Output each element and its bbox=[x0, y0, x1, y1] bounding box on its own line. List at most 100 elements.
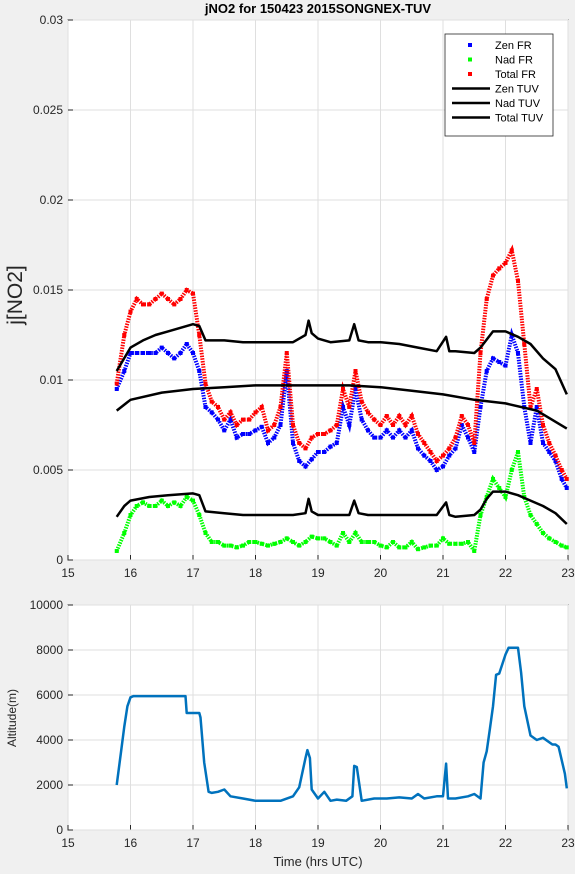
y-tick-label: 10000 bbox=[30, 598, 64, 612]
data-point bbox=[259, 424, 264, 429]
y-tick-label: 8000 bbox=[36, 643, 63, 657]
data-point bbox=[191, 351, 195, 355]
jno2-series bbox=[114, 244, 569, 557]
data-point bbox=[503, 363, 508, 368]
data-point bbox=[397, 545, 402, 550]
y-tick-label: 2000 bbox=[36, 778, 63, 792]
altitude-x-axis-label: Time (hrs UTC) bbox=[273, 854, 362, 869]
data-point bbox=[528, 513, 533, 517]
data-point bbox=[466, 423, 470, 427]
data-point bbox=[309, 534, 314, 539]
legend-entry: Zen TUV bbox=[452, 84, 539, 96]
data-point bbox=[134, 351, 139, 355]
data-point bbox=[391, 435, 395, 440]
data-point bbox=[459, 423, 464, 427]
jno2-chart-title: jNO2 for 150423 2015SONGNEX-TUV bbox=[204, 1, 431, 16]
x-tick-label: 20 bbox=[374, 836, 388, 850]
series-points-trace bbox=[114, 244, 569, 480]
data-point bbox=[347, 540, 352, 544]
data-point bbox=[197, 369, 202, 373]
x-tick-label: 15 bbox=[61, 836, 75, 850]
data-point bbox=[553, 453, 558, 458]
y-tick-label: 0.015 bbox=[33, 283, 63, 297]
data-point bbox=[384, 414, 389, 418]
data-point bbox=[516, 279, 520, 283]
x-tick-label: 15 bbox=[61, 566, 75, 580]
x-tick-label: 17 bbox=[186, 566, 200, 580]
data-point bbox=[147, 302, 152, 307]
data-point bbox=[359, 399, 364, 404]
y-tick-label: 4000 bbox=[36, 733, 63, 747]
data-point bbox=[478, 405, 483, 409]
y-tick-label: 0.02 bbox=[40, 193, 64, 207]
y-tick-label: 0.01 bbox=[40, 373, 64, 387]
data-point bbox=[509, 468, 514, 472]
data-point bbox=[334, 423, 339, 427]
series-total-fr-points bbox=[114, 244, 569, 481]
y-tick-label: 6000 bbox=[36, 688, 63, 702]
data-point bbox=[309, 457, 314, 462]
legend-marker bbox=[468, 43, 472, 47]
data-point bbox=[372, 540, 377, 544]
legend-label: Nad TUV bbox=[495, 98, 541, 110]
data-point bbox=[184, 342, 189, 346]
jno2-grid bbox=[67, 19, 569, 561]
data-point bbox=[166, 297, 170, 301]
x-tick-label: 19 bbox=[311, 836, 325, 850]
legend-entry: Zen FR bbox=[468, 40, 532, 52]
data-point bbox=[391, 423, 395, 427]
altitude-series bbox=[115, 646, 569, 803]
data-point bbox=[222, 428, 227, 433]
data-point bbox=[541, 531, 545, 535]
data-point bbox=[259, 541, 264, 546]
data-point bbox=[247, 417, 252, 422]
y-tick-label: 0.03 bbox=[40, 13, 64, 27]
x-tick-label: 17 bbox=[186, 836, 200, 850]
legend-box bbox=[444, 33, 554, 137]
legend-label: Total FR bbox=[495, 69, 536, 81]
x-tick-label: 18 bbox=[249, 836, 263, 850]
legend-entry: Nad FR bbox=[468, 55, 533, 67]
data-point bbox=[428, 543, 433, 548]
data-point bbox=[153, 504, 158, 508]
legend-entry: Nad TUV bbox=[452, 98, 541, 110]
data-point bbox=[453, 435, 458, 440]
data-point bbox=[297, 543, 302, 548]
data-point bbox=[166, 351, 170, 355]
y-tick-label: 0.005 bbox=[33, 463, 63, 477]
data-point bbox=[434, 543, 439, 548]
x-tick-label: 16 bbox=[124, 836, 138, 850]
data-point bbox=[547, 536, 552, 541]
legend-entry: Total TUV bbox=[452, 113, 544, 125]
data-point bbox=[191, 291, 195, 296]
y-tick-label: 0 bbox=[56, 823, 63, 837]
x-tick-label: 21 bbox=[436, 566, 450, 580]
data-point bbox=[178, 351, 183, 355]
data-point bbox=[334, 543, 339, 548]
jno2-legend: Zen FR Nad FR Total FR Zen TUV Nad TUV Total … bbox=[444, 33, 554, 137]
x-tick-label: 23 bbox=[561, 566, 575, 580]
data-point bbox=[353, 387, 358, 391]
data-point bbox=[447, 446, 452, 451]
data-point bbox=[303, 446, 308, 451]
data-point bbox=[278, 405, 283, 409]
legend-label: Nad FR bbox=[495, 55, 533, 67]
data-point bbox=[378, 435, 383, 440]
data-point bbox=[222, 417, 227, 422]
data-point bbox=[528, 405, 533, 409]
data-point bbox=[366, 428, 370, 433]
data-point bbox=[153, 297, 158, 301]
x-tick-label: 18 bbox=[249, 566, 263, 580]
data-point bbox=[459, 414, 464, 418]
series-nad-tuv-line bbox=[115, 384, 568, 430]
legend-marker bbox=[468, 57, 472, 62]
x-tick-label: 19 bbox=[311, 566, 325, 580]
data-point bbox=[284, 351, 289, 355]
data-point bbox=[328, 444, 333, 449]
data-point bbox=[441, 464, 445, 469]
series-points-trace bbox=[114, 327, 569, 489]
legend-marker bbox=[468, 72, 472, 76]
data-point bbox=[159, 291, 164, 296]
legend-label: Total TUV bbox=[495, 113, 544, 125]
data-point bbox=[278, 540, 283, 544]
